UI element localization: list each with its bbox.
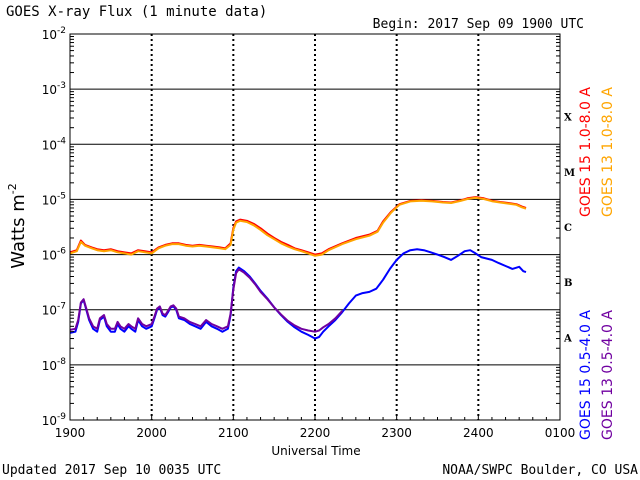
flare-class-labels: X M C B A [563,113,575,345]
data-series [69,196,527,340]
flare-class-C: C [564,223,572,234]
y-axis-label: Watts m-2 [6,183,29,268]
flare-class-B: B [564,278,572,289]
updated-label: Updated 2017 Sep 10 0035 UTC [2,463,221,478]
x-tick-label: 2200 [300,426,331,440]
x-axis-ticks: 1900 2000 2100 2200 2300 2400 0100 [55,414,576,440]
legend: GOES 15 1.0-8.0 A GOES 15 0.5-4.0 A GOES 1… [578,87,616,440]
y-tick-label: 10-8 [42,357,67,373]
svg-text:Watts m-2: Watts m-2 [6,183,29,268]
x-axis-label: Universal Time [271,444,360,458]
plot-frame [69,33,561,421]
credit-label: NOAA/SWPC Boulder, CO USA [442,463,638,478]
y-tick-label: 10-9 [42,412,67,428]
y-tick-label: 10-4 [42,136,67,152]
y-tick-label: 10-6 [42,247,67,263]
x-tick-label: 2000 [136,426,167,440]
y-axis-label-text: Watts m [8,194,29,268]
y-tick-label: 10-3 [42,81,66,97]
legend-item-2: GOES 15 0.5-4.0 A [578,310,594,440]
y-tick-label: 10-5 [42,191,66,207]
x-tick-label: 2300 [381,426,412,440]
flare-class-X: X [564,113,572,124]
y-tick-label: 10-7 [42,302,66,318]
grid-lines [70,34,560,420]
y-axis-label-exponent: -2 [6,183,19,194]
begin-label: Begin: 2017 Sep 09 1900 UTC [373,17,584,32]
series-line-3 [69,268,343,333]
series-line-2 [69,248,527,340]
y-axis-ticks: 10-9 10-8 10-7 10-6 10-5 10-4 10-3 10-2 [42,26,560,428]
x-tick-label: 2400 [463,426,494,440]
legend-item-1: GOES 13 1.0-8.0 A [600,87,616,217]
series-line-1 [69,196,527,257]
legend-item-3: GOES 13 0.5-4.0 A [600,310,616,440]
chart-title: GOES X-ray Flux (1 minute data) [6,4,267,20]
flare-class-M: M [564,168,575,179]
x-tick-label: 2100 [218,426,249,440]
legend-item-0: GOES 15 1.0-8.0 A [578,87,594,217]
flare-class-A: A [563,333,572,344]
y-tick-label: 10-2 [42,26,66,42]
series-line-0 [69,196,527,256]
x-tick-label: 1900 [55,426,86,440]
x-tick-label: 0100 [545,426,576,440]
